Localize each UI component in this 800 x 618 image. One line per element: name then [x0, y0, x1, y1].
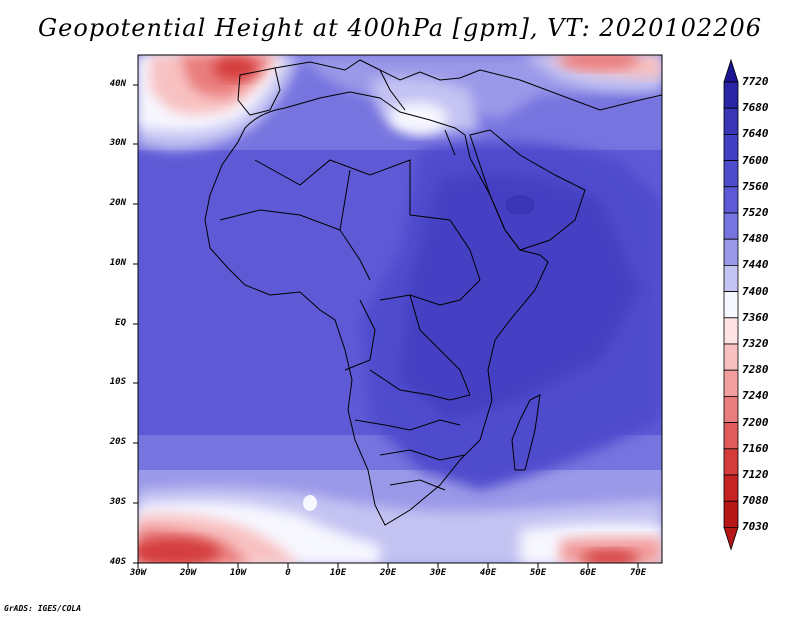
- lat-label-40s: 40S: [109, 557, 126, 567]
- colorbar-bottom-arrow: [723, 527, 739, 551]
- lon-label-10w: 10W: [229, 568, 247, 578]
- lat-label-30n: 30N: [109, 138, 126, 148]
- map-title: Geopotential Height at 400hPa [gpm], VT:…: [38, 14, 762, 42]
- colorbar-label: 7080: [742, 494, 769, 508]
- colorbar-swatch: [723, 160, 739, 188]
- colorbar-label: 7520: [742, 206, 769, 219]
- lat-label-30s: 30S: [109, 497, 126, 507]
- colorbar-label: 7360: [742, 310, 769, 324]
- colorbar-swatch: [723, 369, 739, 397]
- lat-label-eq: EQ: [115, 318, 126, 328]
- colorbar-swatch: [723, 81, 739, 109]
- axis-ticks: [133, 84, 639, 568]
- lat-label-40n: 40N: [109, 79, 126, 89]
- colorbar-label: 7240: [742, 389, 769, 403]
- height-field: [138, 55, 662, 563]
- colorbar: [723, 58, 739, 551]
- plot-frame: [137, 54, 663, 564]
- lat-label-10n: 10N: [109, 258, 126, 268]
- colorbar-swatch: [723, 264, 739, 292]
- colorbar-swatch: [723, 343, 739, 371]
- colorbar-label: 7600: [742, 153, 769, 167]
- colorbar-label: 7160: [742, 441, 769, 455]
- colorbar-label: 7440: [742, 258, 769, 272]
- colorbar-swatch: [723, 238, 739, 266]
- colorbar-swatch: [723, 212, 739, 240]
- lon-label-20w: 20W: [179, 568, 197, 578]
- lat-label-10s: 10S: [109, 377, 126, 387]
- lon-label-50e: 50E: [529, 568, 547, 578]
- lon-label-0: 0: [285, 568, 291, 578]
- colorbar-swatch: [723, 395, 739, 423]
- lon-label-30w: 30W: [129, 568, 147, 578]
- colorbar-label: 7280: [742, 363, 769, 377]
- colorbar-label: 7560: [742, 179, 769, 193]
- colorbar-label: 7480: [742, 232, 769, 246]
- lon-label-30e: 30E: [429, 568, 447, 578]
- colorbar-swatch: [723, 133, 739, 161]
- colorbar-label: 7400: [742, 284, 769, 298]
- colorbar-swatch: [723, 291, 739, 319]
- colorbar-swatch: [723, 448, 739, 476]
- colorbar-label: 7200: [742, 415, 769, 429]
- colorbar-label: 7320: [742, 337, 769, 350]
- colorbar-swatch: [723, 422, 739, 450]
- lon-label-70e: 70E: [629, 568, 647, 578]
- colorbar-swatch: [723, 186, 739, 214]
- coastlines: [204, 59, 662, 526]
- lon-label-40e: 40E: [479, 568, 497, 578]
- lon-label-20e: 20E: [379, 568, 397, 578]
- colorbar-label: 7120: [742, 468, 769, 481]
- colorbar-top-arrow: [723, 58, 739, 83]
- colorbar-label: 7720: [742, 75, 769, 88]
- lon-label-60e: 60E: [579, 568, 597, 578]
- colorbar-swatch: [723, 500, 739, 528]
- colorbar-swatch: [723, 474, 739, 502]
- colorbar-label: 7680: [742, 101, 769, 115]
- colorbar-label: 7640: [742, 127, 769, 141]
- colorbar-swatch: [723, 107, 739, 135]
- lat-label-20s: 20S: [109, 437, 126, 447]
- lon-label-10e: 10E: [329, 568, 347, 578]
- colorbar-swatch: [723, 317, 739, 345]
- colorbar-label: 7030: [742, 520, 769, 534]
- lat-label-20n: 20N: [109, 198, 126, 208]
- grads-credit: GrADS: IGES/COLA: [4, 604, 82, 613]
